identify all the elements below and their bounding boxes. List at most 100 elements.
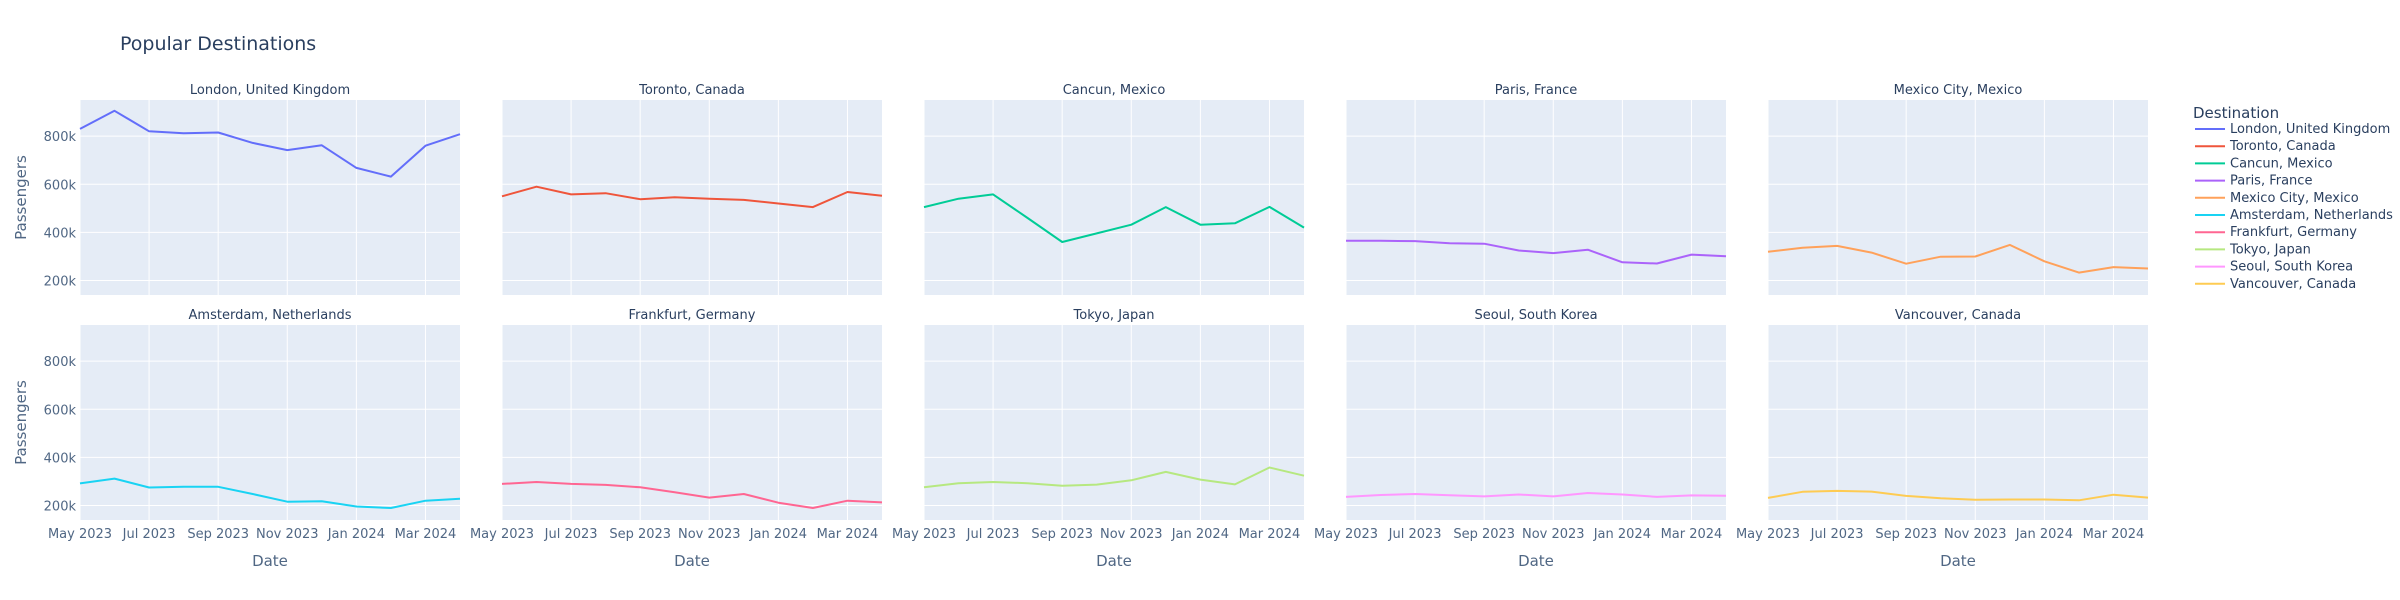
series-line[interactable] (79, 477, 461, 509)
plot-background (80, 100, 460, 295)
legend-label: Paris, France (2230, 174, 2312, 189)
legend-label: London, United Kingdom (2230, 122, 2390, 137)
x-tick-label: Jan 2024 (749, 527, 807, 542)
x-tick-label: Sep 2023 (1031, 527, 1093, 542)
y-tick-label: 800k (44, 355, 77, 370)
subplot: Amsterdam, Netherlands 200k 400k 600k 800k Pa… (12, 308, 461, 570)
legend-item[interactable]: Cancun, Mexico (2195, 156, 2333, 171)
legend[interactable]: Destination London, United Kingdom Toront… (2193, 104, 2393, 292)
legend-label: Toronto, Canada (2229, 139, 2336, 154)
subplot: London, United Kingdom 200k 400k 600k 800k Pa… (12, 83, 461, 295)
x-tick-label: Nov 2023 (1100, 527, 1163, 542)
subplot-title: Cancun, Mexico (1063, 83, 1166, 98)
series-line[interactable] (1767, 489, 2149, 502)
legend-label: Vancouver, Canada (2230, 277, 2356, 292)
legend-label: Frankfurt, Germany (2230, 225, 2357, 240)
plot-background (1346, 325, 1726, 520)
subplot-grid: London, United Kingdom 200k 400k 600k 800k Pa… (12, 83, 2149, 570)
chart-title: Popular Destinations (120, 33, 316, 55)
y-tick-label: 400k (44, 451, 77, 466)
subplot: Mexico City, Mexico (1767, 83, 2149, 295)
x-tick-label: May 2023 (470, 527, 534, 542)
x-tick-label: May 2023 (892, 527, 956, 542)
x-tick-label: Nov 2023 (678, 527, 741, 542)
legend-item[interactable]: Frankfurt, Germany (2195, 225, 2357, 240)
x-axis-title: Date (1518, 552, 1554, 570)
y-axis-title: Passengers (12, 155, 30, 240)
series-line[interactable] (501, 481, 883, 509)
x-tick-label: Mar 2024 (1239, 527, 1301, 542)
subplot-title: Vancouver, Canada (1895, 308, 2021, 323)
legend-item[interactable]: Vancouver, Canada (2195, 277, 2356, 292)
x-tick-label: Jan 2024 (327, 527, 385, 542)
subplot-title: Toronto, Canada (638, 83, 745, 98)
series-line[interactable] (1346, 239, 1727, 265)
subplot-title: Frankfurt, Germany (629, 308, 756, 323)
legend-item[interactable]: Tokyo, Japan (2195, 242, 2311, 257)
subplot: Toronto, Canada (501, 83, 883, 295)
legend-title: Destination (2193, 104, 2279, 122)
series-line[interactable] (1767, 243, 2149, 274)
legend-item[interactable]: London, United Kingdom (2195, 122, 2390, 137)
legend-item[interactable]: Paris, France (2195, 174, 2312, 189)
y-axis-title: Passengers (12, 380, 30, 465)
x-tick-label: Mar 2024 (2083, 527, 2145, 542)
x-tick-label: Jul 2023 (544, 527, 598, 542)
x-tick-label: Jan 2024 (2015, 527, 2073, 542)
x-axis-title: Date (1096, 552, 1132, 570)
y-tick-label: 800k (44, 130, 77, 145)
plot-background (1768, 100, 2148, 295)
plot-background (502, 325, 882, 520)
x-tick-label: Mar 2024 (1661, 527, 1723, 542)
legend-item[interactable]: Mexico City, Mexico (2195, 191, 2359, 206)
series-line[interactable] (1345, 492, 1727, 498)
plot-background (924, 100, 1304, 295)
x-tick-label: Jan 2024 (1171, 527, 1229, 542)
y-tick-label: 600k (44, 178, 77, 193)
subplot: Tokyo, Japan May 2023 Jul 2023 Sep 2023 Nov … (892, 308, 1305, 570)
series-line[interactable] (79, 109, 461, 178)
legend-label: Amsterdam, Netherlands (2230, 208, 2393, 223)
series-line[interactable] (923, 193, 1305, 243)
x-tick-label: Mar 2024 (395, 527, 457, 542)
series-line[interactable] (923, 466, 1305, 489)
x-tick-label: May 2023 (1736, 527, 1800, 542)
x-tick-label: Jan 2024 (1593, 527, 1651, 542)
plot-background (924, 325, 1304, 520)
x-tick-label: Nov 2023 (256, 527, 319, 542)
subplot-title: Paris, France (1495, 83, 1577, 98)
legend-label: Mexico City, Mexico (2230, 191, 2359, 206)
plot-background (1768, 325, 2148, 520)
x-axis-title: Date (252, 552, 288, 570)
x-tick-label: Sep 2023 (1453, 527, 1515, 542)
y-tick-label: 200k (44, 500, 77, 515)
subplot-title: Amsterdam, Netherlands (189, 308, 352, 323)
y-tick-label: 600k (44, 403, 77, 418)
x-axis-title: Date (674, 552, 710, 570)
series-line[interactable] (501, 185, 883, 209)
y-tick-label: 200k (44, 275, 77, 290)
x-tick-label: May 2023 (1314, 527, 1378, 542)
x-tick-label: Jul 2023 (1810, 527, 1864, 542)
subplot: Paris, France (1345, 83, 1727, 295)
x-tick-label: Jul 2023 (122, 527, 176, 542)
subplot-title: Mexico City, Mexico (1894, 83, 2023, 98)
x-tick-label: Jul 2023 (966, 527, 1020, 542)
legend-item[interactable]: Amsterdam, Netherlands (2195, 208, 2393, 223)
subplot-title: Tokyo, Japan (1073, 308, 1155, 323)
legend-item[interactable]: Seoul, South Korea (2195, 260, 2353, 275)
legend-label: Cancun, Mexico (2230, 156, 2333, 171)
y-tick-label: 400k (44, 226, 77, 241)
legend-items: London, United Kingdom Toronto, Canada Can… (2195, 122, 2393, 292)
x-tick-label: Sep 2023 (1875, 527, 1937, 542)
subplot: Cancun, Mexico (923, 83, 1305, 295)
subplot: Seoul, South Korea May 2023 Jul 2023 Sep 20… (1314, 308, 1727, 570)
legend-label: Seoul, South Korea (2230, 260, 2353, 275)
x-tick-label: Nov 2023 (1522, 527, 1585, 542)
x-tick-label: Sep 2023 (187, 527, 249, 542)
subplot-title: London, United Kingdom (190, 83, 350, 98)
legend-item[interactable]: Toronto, Canada (2195, 139, 2336, 154)
x-axis-title: Date (1940, 552, 1976, 570)
subplot-title: Seoul, South Korea (1474, 308, 1597, 323)
